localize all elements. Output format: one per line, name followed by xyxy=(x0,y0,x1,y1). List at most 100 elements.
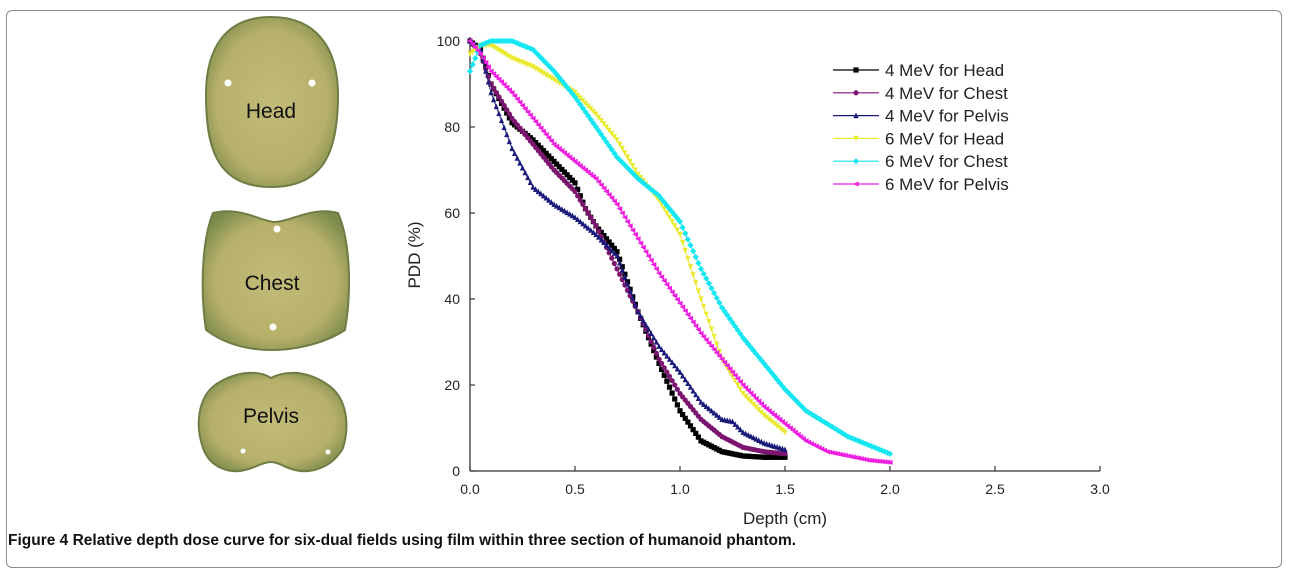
data-point xyxy=(567,210,573,217)
data-point xyxy=(735,452,741,458)
data-point xyxy=(556,145,562,152)
data-point xyxy=(659,360,665,367)
data-point xyxy=(758,409,764,416)
data-point xyxy=(719,449,725,455)
data-point xyxy=(538,69,544,75)
x-tick-label: 3.0 xyxy=(1090,481,1110,497)
data-point xyxy=(530,137,536,143)
data-point xyxy=(716,299,723,306)
data-point xyxy=(716,349,722,355)
data-point xyxy=(748,453,754,460)
data-point xyxy=(543,150,549,156)
chest-section-label: Chest xyxy=(245,272,300,295)
data-point xyxy=(638,313,644,319)
data-point xyxy=(611,260,617,267)
series-line xyxy=(469,44,786,433)
data-point xyxy=(590,173,596,180)
data-point xyxy=(596,234,602,240)
data-point xyxy=(761,454,767,460)
data-point xyxy=(559,206,565,212)
data-point xyxy=(508,90,515,96)
data-point xyxy=(781,386,789,393)
data-point xyxy=(498,98,505,104)
data-point xyxy=(863,457,869,463)
data-point xyxy=(546,153,552,159)
data-point xyxy=(575,193,581,199)
data-point xyxy=(656,360,662,367)
data-point xyxy=(506,115,512,121)
data-point xyxy=(743,453,749,459)
data-point xyxy=(676,300,683,306)
data-point xyxy=(653,350,659,356)
data-point xyxy=(713,350,720,356)
data-point xyxy=(711,346,717,353)
y-tick-label: 60 xyxy=(444,205,460,221)
data-point xyxy=(595,179,602,185)
data-point xyxy=(480,57,486,63)
data-point xyxy=(600,135,607,142)
data-point xyxy=(671,293,678,299)
data-point xyxy=(779,454,785,460)
data-point xyxy=(572,90,578,96)
data-point xyxy=(724,450,730,456)
data-point xyxy=(800,436,806,442)
data-point xyxy=(603,138,610,146)
data-point xyxy=(582,100,589,107)
data-point xyxy=(535,188,541,195)
legend: 4 MeV for Head 4 MeV for Chest 4 MeV for P… xyxy=(833,61,1009,194)
data-point xyxy=(619,210,625,216)
data-point xyxy=(617,141,623,148)
legend-entry: 6 MeV for Pelvis xyxy=(833,175,1009,194)
data-point xyxy=(582,167,589,173)
data-point xyxy=(519,164,526,171)
data-point xyxy=(575,216,581,223)
data-point xyxy=(860,439,867,447)
data-point xyxy=(748,399,754,405)
legend-label: 6 MeV for Pelvis xyxy=(885,175,1009,194)
data-point xyxy=(574,160,581,167)
data-point xyxy=(496,110,502,117)
data-point xyxy=(718,304,726,311)
data-point xyxy=(567,174,573,181)
data-point xyxy=(477,51,484,57)
series-line xyxy=(469,40,891,463)
data-point xyxy=(865,457,872,463)
data-point xyxy=(708,443,715,449)
data-point xyxy=(703,403,709,410)
data-point xyxy=(693,430,699,436)
data-point xyxy=(697,265,705,272)
data-point xyxy=(609,255,615,261)
data-point xyxy=(768,370,775,377)
data-point xyxy=(522,169,528,176)
data-point xyxy=(776,379,783,386)
data-point xyxy=(548,138,554,144)
data-point xyxy=(703,440,709,447)
data-point xyxy=(574,97,581,104)
data-point xyxy=(540,57,547,64)
data-point xyxy=(682,415,688,421)
data-point xyxy=(554,78,560,85)
data-point xyxy=(611,150,618,157)
data-point xyxy=(504,131,510,138)
y-axis-label: PDD (%) xyxy=(405,221,424,288)
data-point xyxy=(750,347,757,354)
data-point xyxy=(603,236,610,242)
data-point xyxy=(831,450,838,456)
y-tick-label: 40 xyxy=(444,291,460,307)
data-point xyxy=(616,206,623,212)
data-point xyxy=(485,64,491,70)
data-point xyxy=(514,155,520,161)
data-point xyxy=(614,266,620,272)
data-point xyxy=(816,415,823,422)
pelvis-phantom-image: Pelvis xyxy=(197,371,348,473)
pelvis-section-label: Pelvis xyxy=(243,405,299,428)
data-point xyxy=(551,158,557,164)
data-point xyxy=(532,119,539,125)
data-point xyxy=(664,369,670,375)
data-point xyxy=(651,344,657,350)
data-point xyxy=(564,152,570,158)
data-point xyxy=(695,434,701,440)
data-point xyxy=(527,135,533,141)
data-point xyxy=(483,68,489,74)
data-point xyxy=(590,229,596,235)
